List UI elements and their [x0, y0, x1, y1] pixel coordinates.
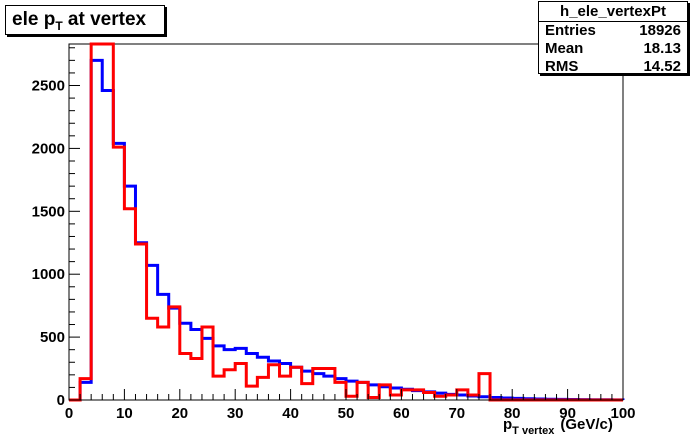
- y-tick-label: 1500: [32, 203, 65, 220]
- stats-value: 14.52: [643, 58, 681, 75]
- y-tick-label: 2000: [32, 140, 65, 157]
- x-tick-label: 70: [448, 405, 465, 422]
- stats-label: RMS: [545, 58, 579, 75]
- stats-row-mean: Mean 18.13: [539, 40, 687, 58]
- x-tick-label: 60: [393, 405, 410, 422]
- x-tick-label: 10: [116, 405, 133, 422]
- series-layer: [69, 42, 625, 402]
- y-tick-label: 0: [57, 392, 65, 409]
- x-tick-label: 40: [282, 405, 299, 422]
- axes: 0 10 20 30 40 50 60 70 80 90 100050010001500200025…: [32, 44, 636, 422]
- stats-row-entries: Entries 18926: [539, 22, 687, 40]
- x-tick-label: 20: [171, 405, 188, 422]
- x-tick-label: 100: [610, 405, 635, 422]
- x-axis-label: pT vertex (GeV/c): [503, 416, 613, 437]
- stats-label: Entries: [545, 22, 596, 39]
- stats-histogram-name: h_ele_vertexPt: [539, 2, 687, 22]
- x-tick-label: 0: [65, 405, 73, 422]
- y-tick-label: 2500: [32, 78, 65, 95]
- x-tick-label: 90: [559, 405, 576, 422]
- chart-title-box: ele pT at vertex: [5, 5, 165, 35]
- stats-value: 18926: [639, 22, 681, 39]
- stats-row-rms: RMS 14.52: [539, 58, 687, 76]
- stats-box: h_ele_vertexPt Entries 18926 Mean 18.13 …: [538, 1, 688, 76]
- y-tick-label: 500: [40, 329, 65, 346]
- plot-frame: [68, 43, 624, 401]
- stats-value: 18.13: [643, 40, 681, 57]
- series-line-2: [69, 42, 623, 402]
- x-tick-label: 30: [227, 405, 244, 422]
- chart-title: ele pT at vertex: [12, 9, 147, 33]
- x-tick-label: 50: [338, 405, 355, 422]
- stats-label: Mean: [545, 40, 584, 57]
- y-tick-label: 1000: [32, 266, 65, 283]
- x-tick-label: 80: [504, 405, 521, 422]
- plot-area: [68, 43, 624, 401]
